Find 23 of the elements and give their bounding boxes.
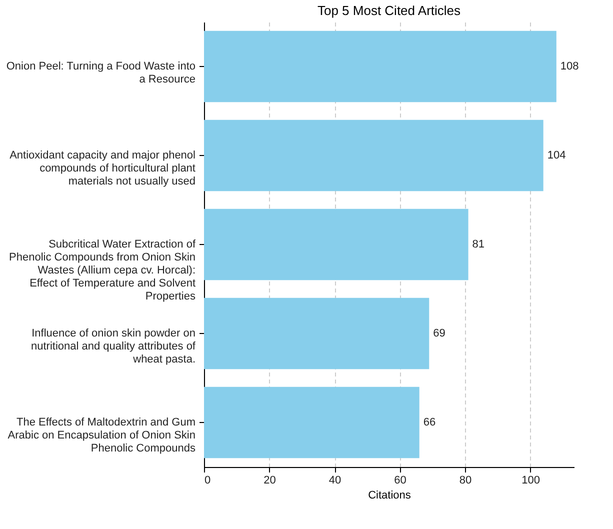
x-tick-label: 20 bbox=[264, 474, 276, 486]
x-tick-label: 80 bbox=[459, 474, 472, 486]
data-label: 108 bbox=[560, 60, 579, 72]
y-tick-label: Antioxidant capacity and major phenol compounds of horticultural plant materials not usually used bbox=[10, 150, 196, 188]
bar bbox=[204, 386, 420, 458]
data-label: 66 bbox=[423, 416, 436, 428]
x-tick-label: 0 bbox=[204, 474, 211, 486]
x-tick-label: 100 bbox=[522, 474, 540, 486]
x-tick-label: 60 bbox=[394, 474, 406, 486]
bar bbox=[204, 298, 430, 370]
data-label: 81 bbox=[472, 238, 485, 250]
chart-title: Top 5 Most Cited Articles bbox=[317, 3, 462, 18]
x-tick-label: 40 bbox=[328, 474, 342, 486]
y-tick-label: Onion Peel: Turning a Food Waste into a Resource bbox=[6, 60, 196, 86]
y-tick-label: The Effects of Maltodextrin and Gum Arabic on Encapsulation of Onion Skin Phenolic Compounds bbox=[8, 416, 196, 454]
y-tick-label: Subcritical Water Extraction of Phenolic Compounds from Onion Skin Wastes (Allium cepa cv. Horcal): Effect of Temperature and Solvent Properties bbox=[9, 238, 196, 302]
x-axis-title: Citations bbox=[368, 490, 412, 502]
y-tick-label: Influence of onion skin powder on nutritional and quality attributes of wheat pasta. bbox=[31, 328, 196, 366]
bar bbox=[204, 208, 468, 280]
bar bbox=[204, 120, 544, 192]
data-label: 104 bbox=[547, 150, 566, 162]
data-label: 69 bbox=[433, 328, 446, 340]
bar bbox=[204, 30, 556, 102]
